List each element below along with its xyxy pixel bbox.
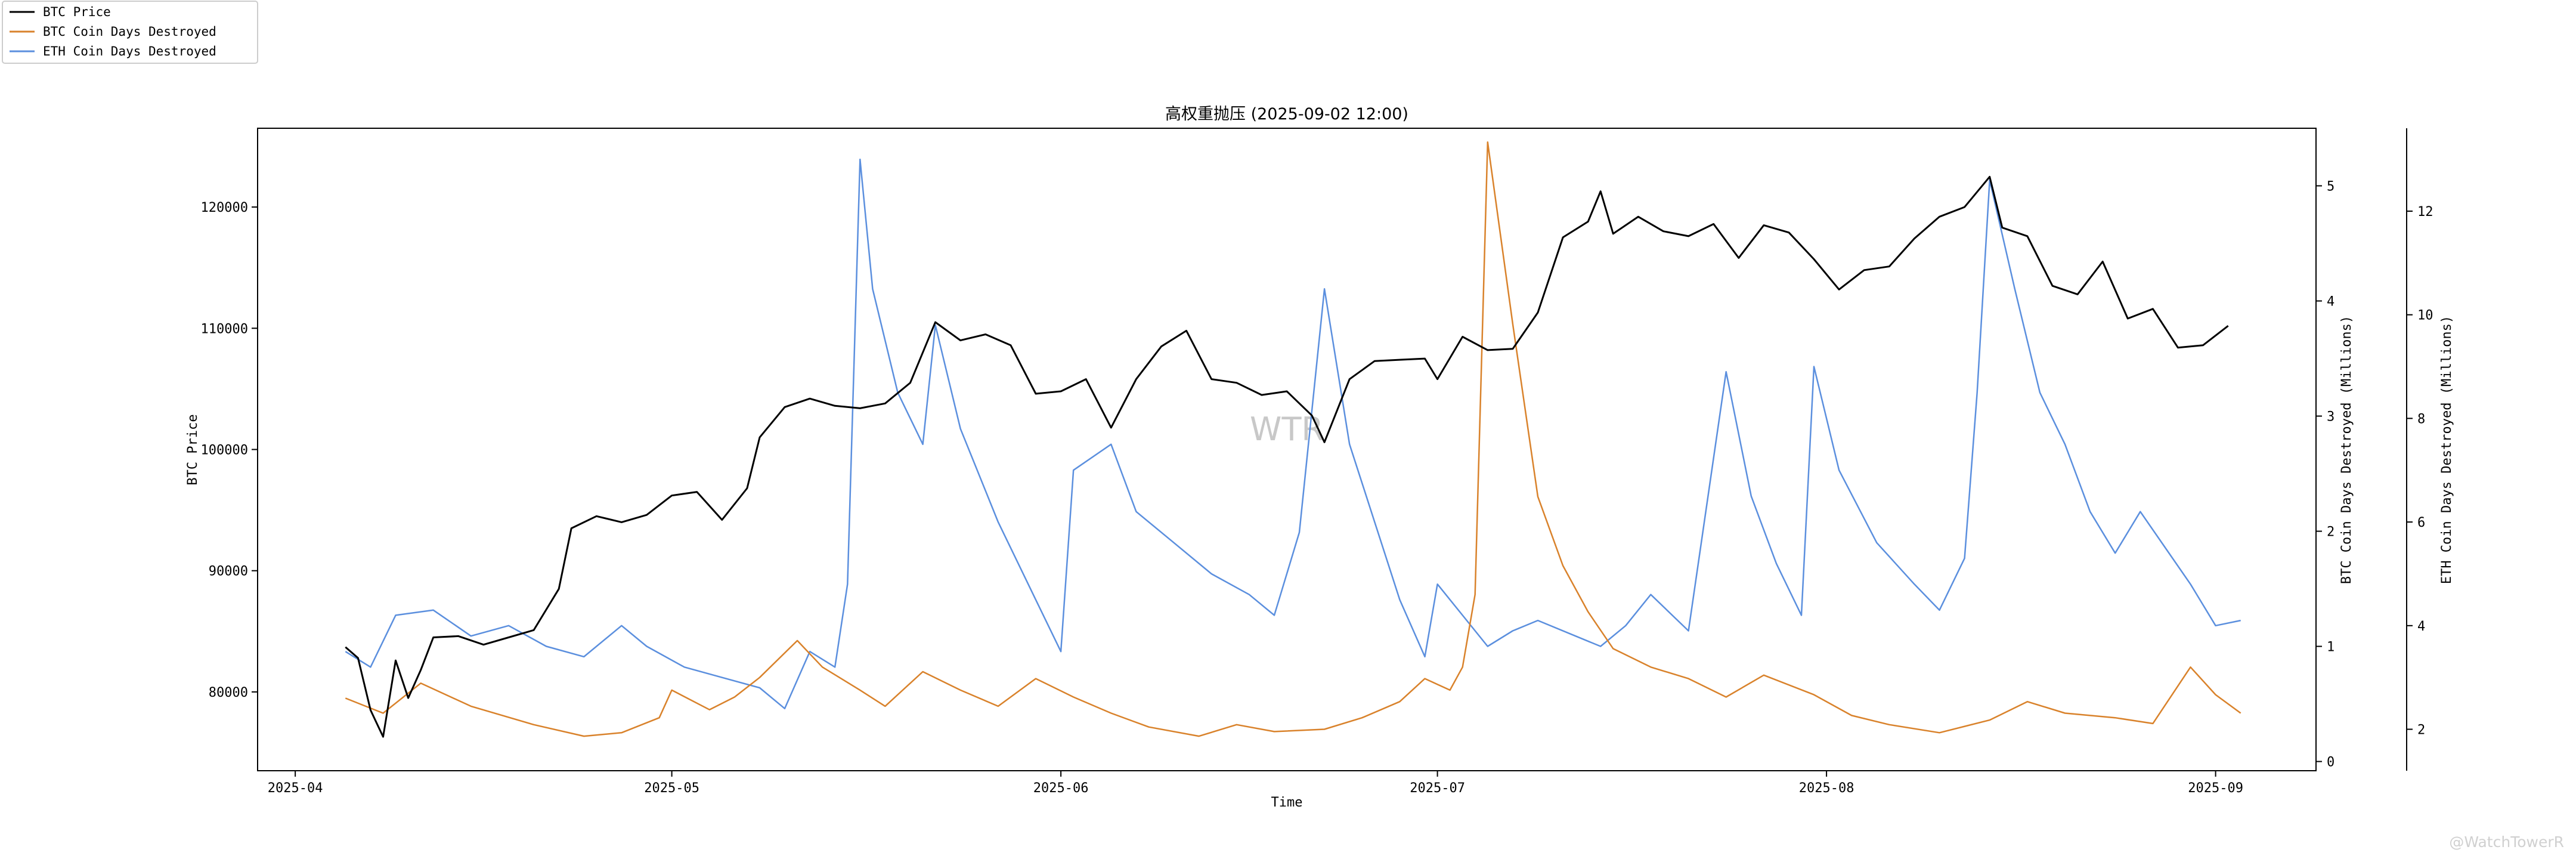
btc-cdd-tick-label: 4 [2327,295,2334,310]
legend: BTC Price BTC Coin Days Destroyed ETH Co… [2,1,258,64]
eth-cdd-tick-label: 2 [2417,723,2425,738]
series-line-eth-cdd [345,158,2241,710]
watermark-corner: @WatchTowerR [2449,833,2564,851]
y-axis-label-price: BTC Price [185,414,200,485]
eth-cdd-tick-label: 6 [2417,515,2425,530]
legend-label-btc-cdd: BTC Coin Days Destroyed [43,24,216,39]
series-line-btc-price [345,175,2229,738]
plot-frame [257,128,2317,771]
x-tick-label: 2025-05 [644,781,699,796]
y-axis-label-btc-cdd: BTC Coin Days Destroyed (Millions) [2339,316,2354,584]
eth-cdd-tick-label: 10 [2417,308,2433,323]
x-axis-label: Time [1271,795,1303,810]
btc-cdd-tick-label: 5 [2327,180,2334,194]
series-layer [345,141,2241,738]
x-axis: 2025-04 2025-05 2025-06 2025-07 2025-08 2025-… [268,771,2243,796]
x-tick-label: 2025-04 [268,781,323,796]
btc-cdd-tick-label: 2 [2327,525,2334,540]
price-tick-label: 90000 [209,564,248,579]
y-axis-label-eth-cdd: ETH Coin Days Destroyed (Millions) [2439,316,2454,584]
legend-label-btc-price: BTC Price [43,5,111,19]
series-line-btc-cdd [345,141,2241,737]
eth-cdd-axis: 2 4 6 8 10 12 [2407,205,2433,738]
price-tick-label: 100000 [201,443,248,458]
price-tick-label: 110000 [201,322,248,336]
price-tick-label: 80000 [209,685,248,700]
eth-cdd-tick-label: 12 [2417,205,2433,220]
x-tick-label: 2025-09 [2188,781,2243,796]
x-tick-label: 2025-06 [1033,781,1089,796]
chart-title: 高权重抛压 (2025-09-02 12:00) [1165,105,1408,123]
price-axis: 80000 90000 100000 110000 120000 [201,200,258,700]
btc-cdd-axis: 0 1 2 3 4 5 [2316,180,2334,770]
btc-cdd-tick-label: 3 [2327,410,2334,425]
eth-cdd-tick-label: 8 [2417,412,2425,427]
eth-cdd-tick-label: 4 [2417,619,2425,634]
price-tick-label: 120000 [201,200,248,215]
legend-label-eth-cdd: ETH Coin Days Destroyed [43,44,216,58]
btc-cdd-tick-label: 0 [2327,755,2334,770]
x-tick-label: 2025-07 [1410,781,1465,796]
btc-cdd-tick-label: 1 [2327,640,2334,655]
x-tick-label: 2025-08 [1799,781,1854,796]
